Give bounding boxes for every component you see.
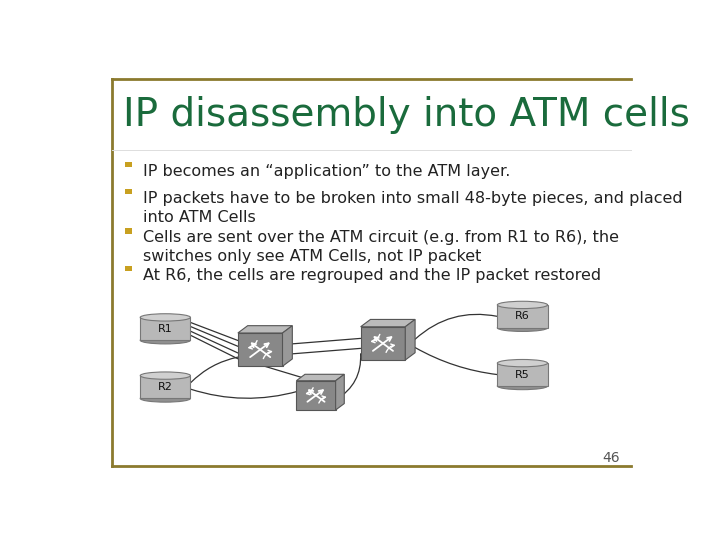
Text: 46: 46 — [603, 451, 620, 465]
Ellipse shape — [498, 301, 548, 308]
Ellipse shape — [498, 360, 548, 367]
Ellipse shape — [498, 324, 548, 332]
Text: IP disassembly into ATM cells: IP disassembly into ATM cells — [124, 96, 690, 134]
Bar — [297, 381, 336, 410]
Bar — [361, 327, 405, 360]
Bar — [238, 333, 282, 366]
Ellipse shape — [140, 314, 191, 321]
Text: R1: R1 — [158, 324, 173, 334]
Ellipse shape — [140, 336, 191, 344]
Polygon shape — [297, 374, 344, 381]
Text: IP becomes an “application” to the ATM layer.: IP becomes an “application” to the ATM l… — [143, 164, 510, 179]
Ellipse shape — [140, 372, 191, 379]
FancyBboxPatch shape — [125, 228, 132, 234]
Text: At R6, the cells are regrouped and the IP packet restored: At R6, the cells are regrouped and the I… — [143, 268, 601, 283]
FancyBboxPatch shape — [125, 189, 132, 194]
Polygon shape — [238, 326, 292, 333]
Polygon shape — [282, 326, 292, 366]
FancyBboxPatch shape — [125, 266, 132, 271]
Polygon shape — [361, 320, 415, 327]
Bar — [498, 305, 547, 328]
Bar — [140, 376, 190, 399]
Text: R2: R2 — [158, 382, 173, 392]
Text: R5: R5 — [515, 369, 530, 380]
Text: Cells are sent over the ATM circuit (e.g. from R1 to R6), the
switches only see : Cells are sent over the ATM circuit (e.g… — [143, 230, 619, 265]
Bar — [140, 318, 190, 340]
Ellipse shape — [140, 395, 191, 402]
Text: R6: R6 — [515, 312, 530, 321]
Polygon shape — [336, 374, 344, 410]
Ellipse shape — [498, 382, 548, 390]
Text: IP packets have to be broken into small 48-byte pieces, and placed
into ATM Cell: IP packets have to be broken into small … — [143, 191, 683, 225]
FancyBboxPatch shape — [125, 162, 132, 167]
Bar — [498, 363, 547, 386]
Polygon shape — [405, 320, 415, 360]
